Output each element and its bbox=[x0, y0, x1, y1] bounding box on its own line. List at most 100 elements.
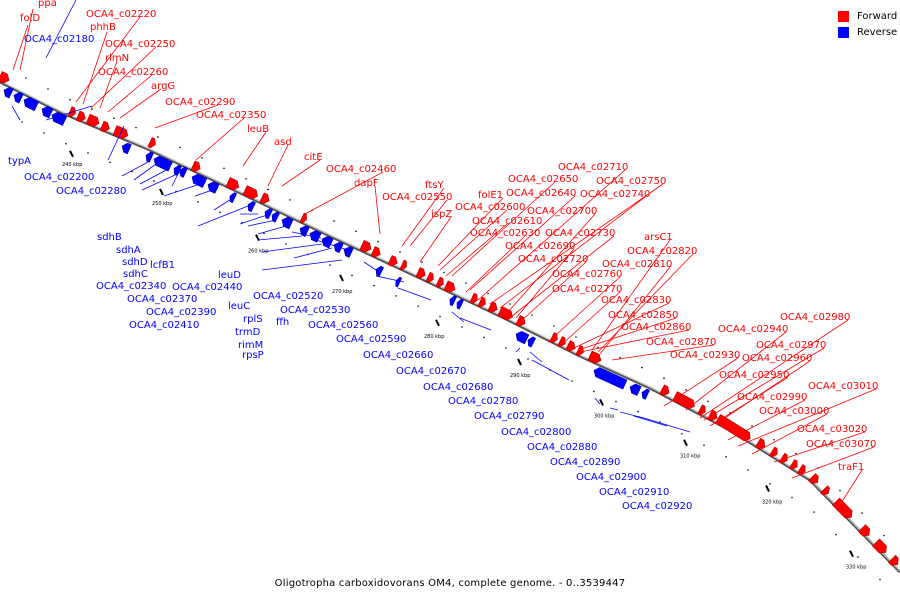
forward-gene-arrow[interactable] bbox=[299, 212, 309, 224]
forward-gene[interactable] bbox=[575, 345, 586, 357]
reverse-gene[interactable] bbox=[12, 91, 24, 104]
forward-gene-arrow[interactable] bbox=[147, 137, 158, 149]
forward-gene[interactable] bbox=[75, 110, 87, 123]
forward-gene-arrow[interactable] bbox=[788, 459, 799, 472]
reverse-gene-arrow[interactable] bbox=[144, 151, 154, 163]
forward-gene-arrow[interactable] bbox=[714, 414, 753, 443]
reverse-gene-label[interactable]: sdhC bbox=[123, 269, 148, 280]
forward-gene-arrow[interactable] bbox=[469, 292, 480, 305]
forward-gene-label[interactable]: OCA4_c02960 bbox=[742, 353, 812, 364]
forward-gene[interactable] bbox=[515, 315, 528, 329]
reverse-gene-label[interactable]: OCA4_c02280 bbox=[56, 186, 126, 197]
forward-gene[interactable] bbox=[477, 296, 488, 309]
forward-gene-label[interactable]: OCA4_c02290 bbox=[165, 97, 235, 108]
forward-gene[interactable] bbox=[370, 246, 382, 259]
forward-gene-arrow[interactable] bbox=[820, 485, 831, 497]
forward-gene-arrow[interactable] bbox=[768, 446, 779, 459]
forward-gene-label[interactable]: citE bbox=[304, 152, 323, 163]
reverse-gene-arrow[interactable] bbox=[228, 191, 238, 204]
forward-gene[interactable] bbox=[225, 177, 241, 192]
reverse-gene[interactable] bbox=[22, 96, 40, 112]
forward-gene-label[interactable]: OCA4_c02690 bbox=[505, 241, 575, 252]
forward-gene-label[interactable]: OCA4_c02740 bbox=[580, 189, 650, 200]
forward-gene[interactable] bbox=[820, 485, 831, 497]
forward-gene-arrow[interactable] bbox=[697, 404, 708, 417]
forward-gene-label[interactable]: ppa bbox=[38, 0, 57, 9]
reverse-gene-arrow[interactable] bbox=[280, 215, 294, 230]
forward-gene[interactable] bbox=[487, 301, 500, 314]
forward-gene[interactable] bbox=[99, 120, 111, 133]
forward-gene-label[interactable]: OCA4_c02700 bbox=[527, 206, 597, 217]
forward-gene[interactable] bbox=[259, 192, 272, 205]
forward-gene-arrow[interactable] bbox=[75, 110, 87, 123]
reverse-gene-label[interactable]: OCA4_c02800 bbox=[501, 427, 571, 438]
forward-gene-label[interactable]: rlmN bbox=[105, 53, 129, 64]
reverse-gene-label[interactable]: OCA4_c02340 bbox=[96, 281, 166, 292]
forward-gene-arrow[interactable] bbox=[872, 538, 889, 556]
reverse-gene-arrow[interactable] bbox=[628, 382, 642, 396]
forward-gene[interactable] bbox=[85, 113, 101, 128]
forward-gene-label[interactable]: OCA4_c02870 bbox=[646, 337, 716, 348]
reverse-gene[interactable] bbox=[374, 265, 384, 277]
forward-gene-arrow[interactable] bbox=[557, 336, 568, 349]
reverse-gene-arrow[interactable] bbox=[308, 229, 322, 243]
forward-gene-label[interactable]: OCA4_c02990 bbox=[737, 392, 807, 403]
forward-gene-arrow[interactable] bbox=[832, 497, 855, 521]
forward-gene-arrow[interactable] bbox=[85, 113, 101, 128]
forward-gene[interactable] bbox=[415, 267, 428, 280]
reverse-gene-label[interactable]: leuD bbox=[218, 270, 241, 281]
forward-gene[interactable] bbox=[299, 212, 309, 224]
reverse-gene[interactable] bbox=[120, 142, 132, 155]
forward-gene[interactable] bbox=[387, 255, 399, 267]
forward-gene[interactable] bbox=[659, 384, 672, 398]
forward-gene[interactable] bbox=[754, 437, 767, 451]
forward-gene-label[interactable]: OCA4_c02600 bbox=[455, 202, 525, 213]
forward-gene-label[interactable]: OCA4_c02850 bbox=[608, 310, 678, 321]
forward-gene[interactable] bbox=[888, 554, 900, 568]
forward-gene-arrow[interactable] bbox=[99, 120, 111, 133]
forward-gene-label[interactable]: ispZ bbox=[431, 209, 452, 220]
reverse-gene[interactable] bbox=[152, 154, 173, 172]
forward-gene[interactable] bbox=[497, 306, 515, 322]
reverse-gene-label[interactable]: sdhD bbox=[122, 257, 148, 268]
reverse-gene-label[interactable]: sdhB bbox=[97, 232, 122, 243]
forward-gene-label[interactable]: OCA4_c02350 bbox=[196, 110, 266, 121]
forward-gene-label[interactable]: OCA4_c02950 bbox=[719, 370, 789, 381]
reverse-gene[interactable] bbox=[640, 388, 650, 400]
reverse-gene-label[interactable]: OCA4_c02790 bbox=[474, 411, 544, 422]
reverse-gene-label[interactable]: OCA4_c02660 bbox=[363, 350, 433, 361]
reverse-gene-arrow[interactable] bbox=[526, 336, 537, 348]
forward-gene-label[interactable]: ftsY bbox=[425, 180, 444, 191]
reverse-gene-label[interactable]: rimM bbox=[238, 340, 263, 351]
forward-gene[interactable] bbox=[359, 240, 373, 253]
forward-gene-arrow[interactable] bbox=[112, 125, 130, 141]
forward-gene[interactable] bbox=[808, 473, 821, 487]
reverse-gene[interactable] bbox=[190, 172, 208, 188]
forward-gene-label[interactable]: OCA4_c02610 bbox=[472, 216, 542, 227]
forward-gene-arrow[interactable] bbox=[242, 185, 260, 201]
reverse-gene[interactable] bbox=[592, 366, 628, 390]
reverse-gene[interactable] bbox=[40, 105, 54, 119]
forward-gene-arrow[interactable] bbox=[575, 345, 586, 357]
forward-gene-label[interactable]: traF1 bbox=[838, 462, 864, 473]
forward-gene-arrow[interactable] bbox=[515, 315, 528, 329]
reverse-gene[interactable] bbox=[178, 166, 188, 178]
forward-gene-arrow[interactable] bbox=[443, 280, 457, 294]
reverse-gene-arrow[interactable] bbox=[178, 166, 188, 178]
forward-gene-label[interactable]: OCA4_c02730 bbox=[545, 228, 615, 239]
reverse-gene-label[interactable]: OCA4_c02780 bbox=[448, 396, 518, 407]
reverse-gene-label[interactable]: OCA4_c02920 bbox=[622, 501, 692, 512]
forward-gene[interactable] bbox=[672, 391, 697, 411]
reverse-gene-arrow[interactable] bbox=[120, 142, 132, 155]
forward-gene[interactable] bbox=[872, 538, 889, 556]
forward-gene[interactable] bbox=[469, 292, 480, 305]
reverse-gene[interactable] bbox=[514, 330, 530, 345]
reverse-gene-label[interactable]: OCA4_c02530 bbox=[280, 305, 350, 316]
forward-gene-label[interactable]: OCA4_c02820 bbox=[627, 246, 697, 257]
reverse-gene-label[interactable]: rplS bbox=[243, 314, 263, 325]
reverse-gene-arrow[interactable] bbox=[592, 366, 628, 390]
reverse-gene-arrow[interactable] bbox=[374, 265, 384, 277]
forward-gene-label[interactable]: OCA4_c02250 bbox=[105, 39, 175, 50]
forward-gene-label[interactable]: OCA4_c03070 bbox=[806, 439, 876, 450]
reverse-gene-arrow[interactable] bbox=[640, 388, 650, 400]
